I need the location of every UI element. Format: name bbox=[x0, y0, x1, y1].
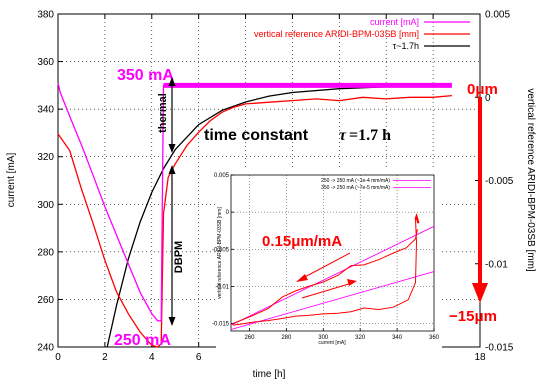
annotation-350ma: 350 mA bbox=[117, 67, 174, 84]
y2-tick-label: -0.015 bbox=[485, 343, 514, 354]
main-y-ticks: 240 260 280 300 320 340 360 380 bbox=[37, 10, 63, 354]
inset-y-tick-label: -0.005 bbox=[212, 247, 230, 253]
annotation-thermal: thermal bbox=[157, 93, 169, 133]
inset-x-tick-label: 320 bbox=[355, 335, 366, 341]
inset-fit-line-1 bbox=[230, 271, 435, 330]
x-tick-label: 4 bbox=[149, 352, 155, 363]
y-axis-label: current [mA] bbox=[6, 153, 17, 208]
y-tick-label: 240 bbox=[37, 343, 54, 354]
annotation-minus15-micron: −15μm bbox=[449, 308, 497, 325]
inset-y-tick-label: -0.01 bbox=[215, 284, 229, 290]
inset-legend-entry-up: 250 -> 350 mA (~1e-4 mm/mA) bbox=[321, 178, 390, 184]
y2-tick-label: 0.005 bbox=[485, 10, 510, 21]
legend-entry-tau: τ~1.7h bbox=[393, 41, 419, 51]
annotations: 350 mA 250 mA thermal DBPM time constant… bbox=[114, 67, 498, 349]
thermal-arrow-head-down bbox=[168, 144, 176, 153]
inset-x-ticks: 260 280 300 320 340 360 bbox=[244, 328, 440, 341]
y-tick-label: 380 bbox=[37, 10, 54, 21]
inset-series bbox=[230, 212, 435, 330]
inset-plot-frame bbox=[230, 174, 435, 332]
inset-x-tick-label: 300 bbox=[318, 335, 329, 341]
inset-data-line-2 bbox=[232, 229, 418, 325]
inset-x-tick-label: 280 bbox=[281, 335, 292, 341]
legend-entry-current: current [mA] bbox=[370, 17, 419, 27]
inset-x-axis-label: current [mA] bbox=[318, 340, 346, 346]
inset-data-line-3 bbox=[232, 219, 418, 326]
x-tick-label: 2 bbox=[102, 352, 108, 363]
inset-arrow-upper-shaft bbox=[300, 252, 351, 280]
y2-tick-label: 0 bbox=[485, 93, 491, 104]
inset-arrow-lower-head bbox=[347, 279, 357, 286]
legend: current [mA] vertical reference ARIDI-BP… bbox=[254, 17, 470, 51]
inset-plot: 260 280 300 320 340 360 -0.015 -0.01 -0.005 0 0.0… bbox=[212, 170, 442, 362]
y-tick-label: 360 bbox=[37, 57, 54, 68]
annotation-250ma: 250 mA bbox=[114, 332, 171, 349]
series-line-tau bbox=[106, 85, 434, 348]
inset-data-line-4 bbox=[414, 212, 420, 224]
inset-x-tick-label: 260 bbox=[244, 335, 255, 341]
inset-arrow-lower-shaft bbox=[301, 282, 353, 299]
inset-background bbox=[216, 170, 442, 362]
y2-tick-label: -0.005 bbox=[485, 176, 514, 187]
series-line-vertical-reference bbox=[57, 94, 452, 348]
x-tick-label: 18 bbox=[474, 352, 486, 363]
red-arrow-head bbox=[472, 283, 488, 303]
inset-legend: 250 -> 350 mA (~1e-4 mm/mA) 350 -> 250 m… bbox=[321, 178, 431, 191]
inset-legend-entry-down: 350 -> 250 mA (~7e-5 mm/mA) bbox=[321, 185, 390, 191]
inset-grid bbox=[231, 175, 434, 331]
x-axis-label: time [h] bbox=[253, 369, 286, 380]
annotation-dbpm: DBPM bbox=[173, 241, 185, 273]
y-tick-label: 340 bbox=[37, 105, 54, 116]
inset-y-axis-label: vertical reference ARIDI-BPM-03SB [mm] bbox=[217, 207, 223, 299]
inset-y-tick-label: 0.005 bbox=[214, 173, 230, 179]
dbpm-arrow-head-up bbox=[168, 165, 176, 174]
legend-entry-vertical-reference: vertical reference ARIDI-BPM-03SB [mm] bbox=[254, 29, 419, 39]
y-tick-label: 300 bbox=[37, 200, 54, 211]
dbpm-arrow-head-down bbox=[168, 317, 176, 326]
y-tick-label: 280 bbox=[37, 247, 54, 258]
thermal-arrow-head-up bbox=[168, 77, 176, 86]
inset-fit-line-0 bbox=[230, 225, 435, 326]
y-tick-label: 320 bbox=[37, 152, 54, 163]
inset-arrow-upper-head bbox=[296, 274, 308, 282]
x-tick-label: 6 bbox=[196, 352, 202, 363]
inset-y-tick-label: -0.015 bbox=[212, 322, 230, 328]
main-series bbox=[57, 82, 452, 348]
inset-y-tick-label: 0 bbox=[226, 210, 230, 216]
annotation-zero-micron: 0μm bbox=[467, 81, 498, 98]
annotation-time-constant: time constant τ =1.7 h bbox=[204, 127, 391, 144]
y2-axis-label: vertical reference ARIDI-BPM-03SB [mm] bbox=[525, 88, 536, 272]
inset-x-tick-label: 340 bbox=[392, 335, 403, 341]
time-constant-prefix: time constant bbox=[204, 127, 309, 144]
x-tick-label: 0 bbox=[55, 352, 61, 363]
inset-annotation-slope: 0.15μm/mA bbox=[262, 233, 342, 250]
inset-x-tick-label: 360 bbox=[429, 335, 440, 341]
time-constant-tau: τ bbox=[339, 127, 347, 144]
time-constant-value: =1.7 h bbox=[349, 127, 391, 144]
y-tick-label: 260 bbox=[37, 295, 54, 306]
y2-tick-label: -0.01 bbox=[485, 259, 508, 270]
